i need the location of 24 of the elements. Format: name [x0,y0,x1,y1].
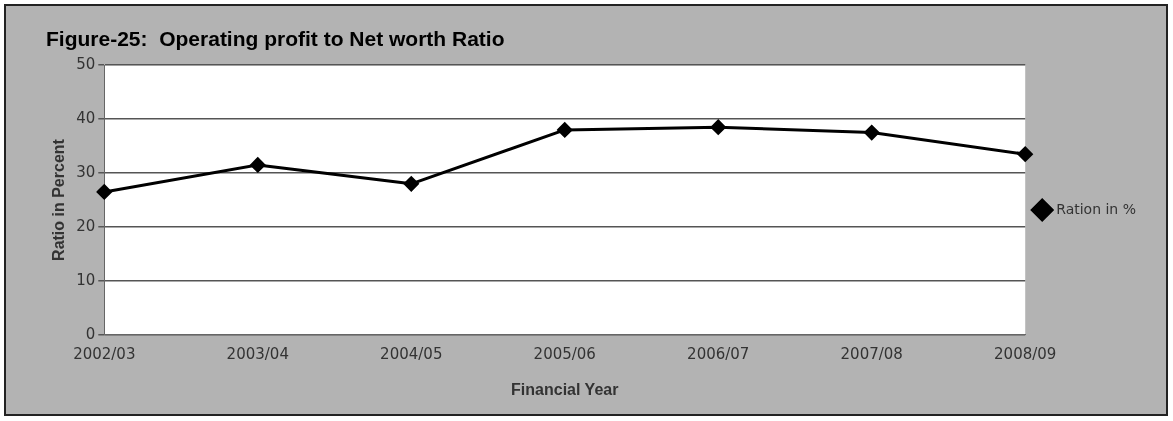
point [96,184,112,200]
y-tick-label: 0 [85,324,96,343]
y-tick-label: 10 [76,270,96,289]
point [710,119,726,135]
x-tick-label: 2005/06 [533,344,596,363]
y-tick-label: 50 [76,55,96,74]
y-axis-title: Ratio in Percent [50,138,68,261]
point [403,176,419,192]
x-tick-label: 2006/07 [687,344,750,363]
point [864,125,880,141]
point [250,157,266,173]
x-tick-label: 2008/09 [994,344,1057,363]
legend-label: Ration in % [1056,200,1137,217]
chart-title: Figure-25: Operating profit to Net worth Ratio [46,27,505,51]
x-tick-label: 2002/03 [73,344,136,363]
point [557,122,573,138]
x-tick-label: 2004/05 [380,344,443,363]
x-tick-label: 2007/08 [840,344,903,363]
y-tick-label: 20 [76,216,96,235]
x-tick-label: 2003/04 [226,344,289,363]
x-axis-title: Financial Year [511,380,619,398]
y-tick-label: 30 [76,162,96,181]
y-tick-label: 40 [76,109,96,128]
point [1017,146,1033,162]
